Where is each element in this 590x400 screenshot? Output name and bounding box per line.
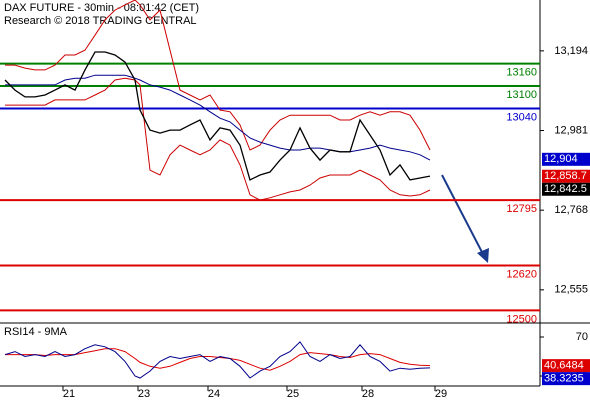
y-tick-label: 12,981 — [554, 124, 588, 136]
series-line — [4, 341, 431, 379]
series-line — [5, 348, 431, 371]
y-tick-label: 70 — [576, 331, 588, 343]
y-tick-label: 12,768 — [554, 204, 588, 216]
level-label: 13160 — [506, 66, 537, 78]
level-label: 12620 — [506, 268, 537, 280]
price-tag-label: 12,858.7 — [544, 170, 587, 182]
series-line — [5, 74, 431, 161]
level-label: 12500 — [506, 313, 537, 325]
price-tag — [542, 152, 590, 166]
chart-subtitle: Research © 2018 TRADING CENTRAL — [4, 15, 197, 27]
price-tag — [542, 359, 590, 373]
price-tag-label: 40.6484 — [544, 360, 584, 372]
price-tag-label: 12,904 — [544, 153, 578, 165]
level-label: 13040 — [506, 111, 537, 123]
x-tick-label: 25 — [287, 388, 299, 400]
chart-title: DAX FUTURE - 30min - 08:01:42 (CET) — [4, 2, 199, 14]
x-tick-label: 29 — [435, 388, 447, 400]
y-tick-label: 13,194 — [554, 45, 588, 57]
price-tag-label: 38.3235 — [544, 373, 584, 385]
x-tick-label: 23 — [138, 388, 150, 400]
forecast-arrow — [441, 174, 485, 257]
y-tick-label: 12,555 — [554, 284, 588, 296]
price-tag — [542, 169, 590, 183]
level-label: 12795 — [506, 203, 537, 215]
series-line — [5, 77, 431, 201]
series-line — [4, 51, 431, 181]
level-label: 13100 — [506, 89, 537, 101]
x-tick-label: 28 — [362, 388, 374, 400]
price-tag — [542, 182, 590, 196]
forecast-arrowhead — [477, 248, 489, 263]
price-tag — [542, 372, 590, 386]
series-line — [5, 0, 431, 151]
rsi-title: RSI14 - 9MA — [4, 326, 68, 338]
x-tick-label: 24 — [208, 388, 220, 400]
price-tag-label: 12,842.5 — [544, 183, 587, 195]
x-tick-label: 21 — [63, 388, 75, 400]
